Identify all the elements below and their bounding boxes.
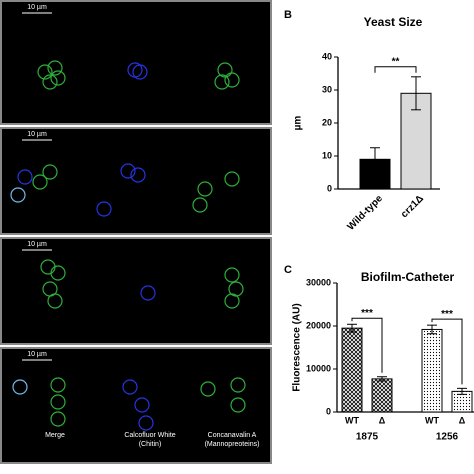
cell (228, 281, 244, 297)
scale-bar-label: 10 µm (27, 241, 47, 248)
significance-label: *** (441, 309, 453, 320)
cell (120, 163, 136, 179)
cell (230, 377, 246, 393)
cell (200, 381, 216, 397)
panel-label: B (284, 9, 292, 21)
cell (42, 74, 58, 90)
y-tick-label: 40 (322, 51, 332, 61)
y-tick-label: 20000 (306, 320, 331, 330)
x-tick-label: Δ (379, 415, 386, 425)
channel-label: (Chitin) (139, 441, 162, 448)
cell (224, 267, 240, 283)
cell (50, 411, 66, 427)
cell (50, 377, 66, 393)
cell (12, 379, 28, 395)
significance-label: *** (361, 308, 373, 319)
channel-label: Concanavalin A (208, 432, 257, 439)
cell (47, 60, 63, 76)
cell (17, 169, 33, 185)
cell (96, 201, 112, 217)
y-axis-label: Fluorescence (AU) (292, 303, 303, 391)
cell (224, 72, 240, 88)
y-tick-label: 10000 (306, 363, 331, 373)
cell (50, 70, 66, 86)
channel-label: Merge (45, 432, 65, 439)
charts: B Yeast Size µm 0 10 20 30 40 Wild-type crz1Δ ** C B… (284, 9, 474, 443)
y-tick-label: 20 (322, 117, 332, 127)
y-tick-label: 0 (326, 406, 331, 416)
micrograph-panel (0, 347, 272, 464)
cell (32, 174, 48, 190)
x-tick-label: crz1Δ (399, 193, 426, 220)
cell (140, 285, 156, 301)
micrograph-panel (0, 127, 272, 235)
y-tick-label: 30000 (306, 277, 331, 287)
cell (134, 397, 150, 413)
cell (224, 171, 240, 187)
cell (197, 181, 213, 197)
cell (130, 167, 146, 183)
scale-bar-label: 10 µm (27, 4, 47, 11)
bar (421, 328, 443, 413)
channel-label: Calcofluor White (124, 432, 175, 439)
significance-bracket (431, 318, 463, 385)
x-tick-label: WT (425, 415, 439, 425)
cell (132, 64, 148, 80)
group-label: 1256 (436, 432, 459, 443)
cell (37, 64, 53, 80)
x-tick-label: WT (345, 415, 359, 425)
y-tick-label: 30 (322, 84, 332, 94)
cell (50, 394, 66, 410)
cell (47, 293, 63, 309)
x-tick-label: Δ (459, 415, 466, 425)
cell (217, 62, 233, 78)
cell (230, 397, 246, 413)
significance-label: ** (392, 56, 400, 67)
cell (192, 197, 208, 213)
cell (138, 415, 154, 431)
y-tick-label: 10 (322, 150, 332, 160)
channel-label: (Mannopreoteins) (205, 441, 260, 448)
cell (10, 187, 26, 203)
micrographs: 10 µm 10 µm 10 µm 10 µm Merge Calcofluor Whit… (0, 0, 272, 464)
significance-bracket (374, 66, 417, 73)
cell (224, 293, 240, 309)
significance-bracket (351, 317, 383, 373)
chart-title: Yeast Size (364, 15, 423, 29)
cell (50, 265, 66, 281)
bar (341, 327, 363, 413)
y-tick-label: 0 (327, 183, 332, 193)
panel-label: C (284, 264, 292, 276)
micrograph-panel (0, 237, 272, 345)
group-label: 1875 (356, 432, 379, 443)
scale-bar-label: 10 µm (27, 351, 47, 358)
x-tick-label: Wild-type (345, 193, 385, 233)
y-axis-label: µm (293, 116, 304, 131)
bar (371, 378, 393, 413)
scale-bar-label: 10 µm (27, 131, 47, 138)
chart-title: Biofilm-Catheter (361, 270, 455, 284)
cell (122, 379, 138, 395)
cell (214, 74, 230, 90)
cell (42, 164, 58, 180)
